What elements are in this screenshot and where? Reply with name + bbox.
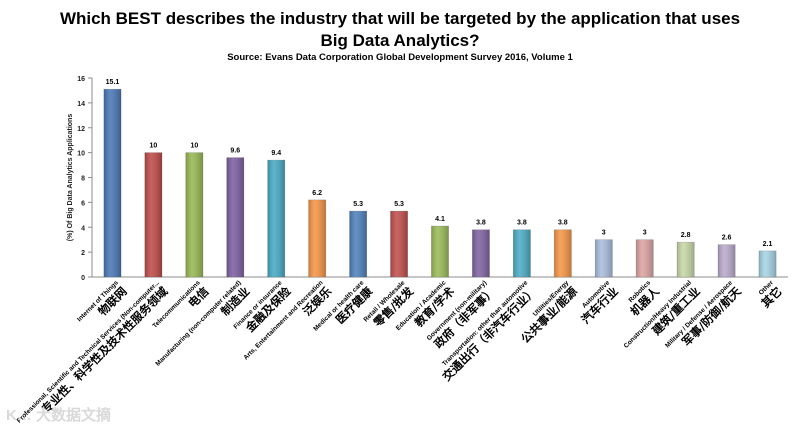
- data-label-3: 9.6: [230, 148, 240, 155]
- data-label-4: 9.4: [271, 150, 281, 157]
- bar-shade-16: [758, 250, 777, 277]
- data-label-13: 3: [643, 230, 647, 237]
- chart-title-line2: Big Data Analytics?: [320, 31, 480, 50]
- y-tick-label: 0: [81, 275, 85, 282]
- bar-shade-3: [226, 157, 244, 277]
- bar-shade-2: [185, 152, 203, 277]
- data-label-16: 2.1: [763, 241, 773, 248]
- y-tick-label: 10: [77, 151, 85, 158]
- y-tick-label: 12: [77, 126, 85, 133]
- bar-shade-11: [554, 229, 572, 277]
- bar-shade-8: [431, 226, 449, 277]
- bar-shade-13: [636, 239, 654, 277]
- data-label-6: 5.3: [353, 201, 363, 208]
- y-tick-label: 14: [77, 101, 85, 108]
- data-label-0: 15.1: [106, 79, 120, 86]
- bar-shade-4: [267, 160, 285, 277]
- data-label-10: 3.8: [517, 220, 527, 227]
- data-label-2: 10: [190, 143, 198, 150]
- bar-shade-9: [472, 229, 490, 277]
- y-tick-label: 16: [77, 76, 85, 83]
- bar-shade-1: [144, 152, 163, 277]
- bar-shade-5: [308, 199, 326, 277]
- y-tick-label: 6: [81, 200, 85, 207]
- bar-shade-14: [677, 242, 695, 277]
- bar-shade-0: [103, 89, 122, 277]
- data-label-11: 3.8: [558, 220, 568, 227]
- data-label-9: 3.8: [476, 220, 486, 227]
- data-label-15: 2.6: [722, 235, 732, 242]
- y-tick-label: 2: [81, 250, 85, 257]
- bar-shade-6: [349, 211, 367, 277]
- bar-shade-7: [390, 211, 408, 277]
- chart-title-line1: Which BEST describes the industry that w…: [59, 9, 741, 28]
- data-label-14: 2.8: [681, 232, 691, 239]
- y-tick-label: 4: [81, 225, 85, 232]
- bar-shade-15: [717, 244, 736, 277]
- chart-subtitle: Source: Evans Data Corporation Global De…: [227, 52, 573, 63]
- x-tick-label-en-1: Professional, Scientific and Technical S…: [16, 279, 161, 424]
- data-label-1: 10: [150, 143, 158, 150]
- y-tick-label: 8: [81, 176, 85, 183]
- data-label-5: 6.2: [312, 190, 322, 197]
- data-label-8: 4.1: [435, 216, 445, 223]
- data-label-7: 5.3: [394, 201, 404, 208]
- watermark-text: K… 大数据文摘: [6, 407, 112, 424]
- bar-shade-10: [513, 229, 531, 277]
- data-label-12: 3: [602, 230, 606, 237]
- y-axis-title: (%) Of Big Data Analytics Applications: [67, 114, 74, 242]
- bar-shade-12: [595, 239, 613, 277]
